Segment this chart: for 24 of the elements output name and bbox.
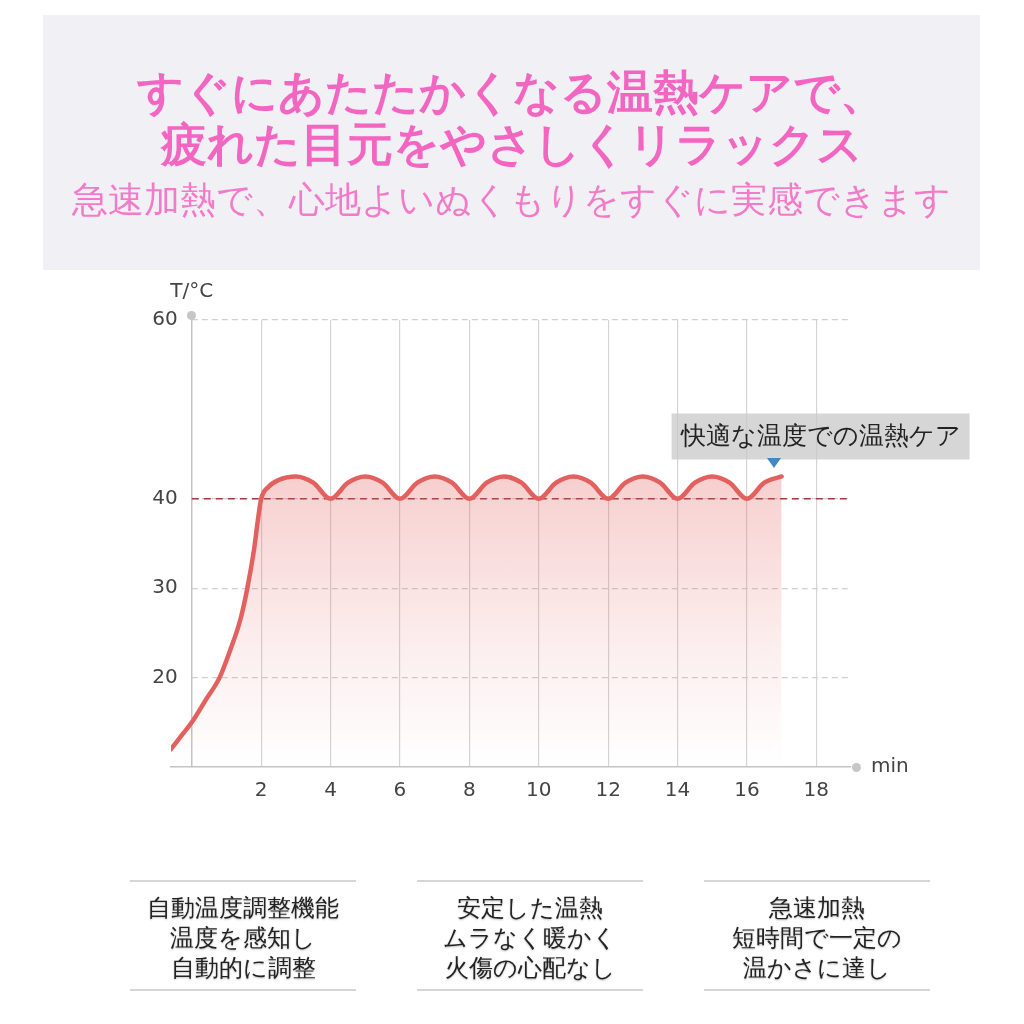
x-axis-title: min [871, 753, 909, 778]
text: 安定した温熱 [417, 880, 643, 923]
text: 短時間で一定の温かさに達し [704, 923, 930, 991]
x-tick-label: 10 [526, 777, 552, 802]
x-tick-label: 16 [734, 777, 760, 802]
text: 自動温度調整機能 [130, 880, 356, 923]
x-tick-label: 2 [254, 777, 268, 802]
x-tick-label: 14 [664, 777, 691, 802]
x-tick-label: 6 [393, 777, 407, 802]
x-tick-label: 12 [595, 777, 621, 802]
text: 温度を感知し自動的に調整 [130, 923, 356, 991]
x-tick-label: 4 [324, 777, 337, 802]
y-tick-label: 60 [152, 306, 178, 331]
x-tick-label: 8 [463, 777, 476, 802]
text: ムラなく暖かく火傷の心配なし [417, 923, 643, 991]
annotation: 快適な温度での温熱ケア [679, 420, 961, 450]
y-tick-label: 20 [152, 663, 178, 688]
y-tick-label: 40 [152, 485, 178, 509]
chart-subtitle: 急速加熱で、心地よいぬくもりをすぐに実感できます [71, 178, 952, 222]
chart-title: すぐにあたたかくなる温熱ケアで、疲れた目元をやさしくリラックス [136, 64, 887, 171]
y-tick-label: 30 [152, 574, 178, 599]
text: 急速加熱 [704, 880, 930, 923]
y-axis-title: T/°C [169, 278, 214, 303]
x-tick-label: 18 [803, 777, 830, 802]
